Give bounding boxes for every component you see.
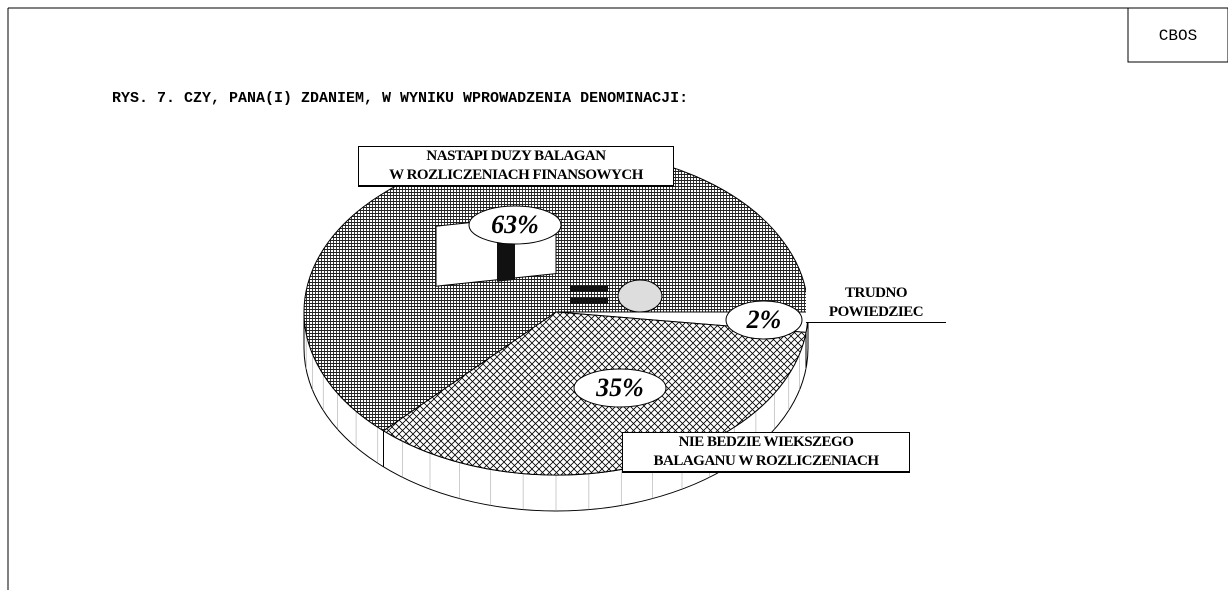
value-label: 63% <box>491 210 539 239</box>
source: CBOS <box>1159 27 1197 45</box>
page: CBOS RYS. 7. CZY, PANA(I) ZDANIEM, W WYN… <box>0 0 1228 590</box>
category-label: TRUDNO POWIEDZIEC <box>806 284 946 323</box>
value-label: 35% <box>595 373 644 402</box>
icon-equals <box>570 286 608 292</box>
icon-coins <box>618 280 662 312</box>
category-label: NASTAPI DUZY BALAGAN W ROZLICZENIACH FIN… <box>358 146 674 187</box>
chart: CBOS RYS. 7. CZY, PANA(I) ZDANIEM, W WYN… <box>0 0 1228 590</box>
chart-title: RYS. 7. CZY, PANA(I) ZDANIEM, W WYNIKU W… <box>112 90 688 107</box>
icon-equals <box>570 298 608 304</box>
category-label: NIE BEDZIE WIEKSZEGO BALAGANU W ROZLICZE… <box>622 432 910 473</box>
value-label: 2% <box>746 305 782 334</box>
